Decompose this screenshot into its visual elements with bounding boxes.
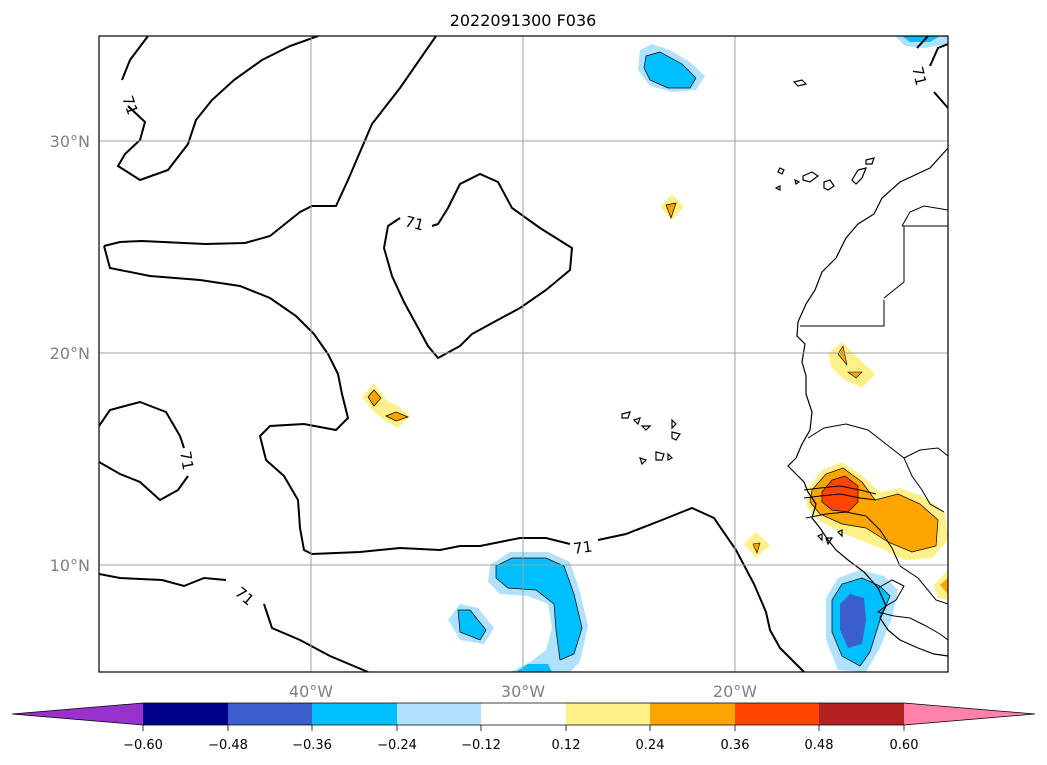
sierra-leone-border xyxy=(876,579,948,641)
positive-anomaly-spot-3 xyxy=(385,411,409,422)
guinea-bissau-border xyxy=(805,511,867,519)
colorbar-bin xyxy=(735,703,819,725)
coastlines xyxy=(621,79,948,657)
lat-label: 10°N xyxy=(50,556,90,575)
africa-coastline xyxy=(787,147,948,657)
colorbar-ticks xyxy=(142,725,905,731)
madeira-island xyxy=(792,79,808,87)
graticule xyxy=(99,36,948,672)
colorbar-over-triangle xyxy=(904,703,1035,725)
bijagos-islands xyxy=(816,529,843,546)
guinea-border xyxy=(865,515,948,605)
north-africa-line xyxy=(901,205,948,227)
lat-label: 30°N xyxy=(50,132,90,151)
negative-anomaly-ne-corner-core xyxy=(902,36,940,42)
colorbar-bin xyxy=(143,703,228,725)
map-frame xyxy=(98,35,949,673)
colorbar: −0.60 −0.48 −0.36 −0.24 −0.12 0.12 0.24 … xyxy=(11,702,1036,753)
positive-anomaly-spot-5-core xyxy=(837,345,863,379)
lat-label: 20°N xyxy=(50,344,90,363)
positive-anomaly-spot-2-core xyxy=(367,389,382,407)
contour-label: 71 xyxy=(572,537,593,557)
lon-label: 40°W xyxy=(289,682,333,701)
colorbar-bin xyxy=(481,703,566,725)
colorbar-tick-labels: −0.60 −0.48 −0.36 −0.24 −0.12 0.12 0.24 … xyxy=(123,738,918,753)
colorbar-tick-label: 0.24 xyxy=(636,738,665,753)
negative-anomaly-small-core xyxy=(457,609,487,641)
contour-line-north xyxy=(103,36,437,247)
colorbar-bin xyxy=(566,703,650,725)
contour-line-south xyxy=(103,245,805,672)
colorbar-tick-label: 0.60 xyxy=(890,738,919,753)
colorbar-tick-label: −0.24 xyxy=(377,738,417,753)
colorbar-tick-label: −0.48 xyxy=(208,738,248,753)
colorbar-bin xyxy=(819,703,904,725)
colorbar-bin xyxy=(397,703,481,725)
shaded-anomalies xyxy=(362,36,948,672)
contour-line-sw xyxy=(99,573,369,672)
canary-islands xyxy=(774,157,875,191)
contour-line-nw xyxy=(116,36,319,182)
lon-label: 20°W xyxy=(713,682,757,701)
negative-anomaly-south-tail xyxy=(516,664,552,672)
positive-anomaly-spot-1-core xyxy=(665,202,677,220)
negative-anomaly-guinea-strong xyxy=(840,594,866,648)
figure-title: 2022091300 F036 xyxy=(450,11,597,30)
colorbar-tick-label: 0.48 xyxy=(805,738,834,753)
positive-anomaly-spot-6-core xyxy=(940,578,948,594)
contour-label: 71 xyxy=(176,450,197,472)
colorbar-bin xyxy=(312,703,397,725)
colorbar-tick-label: −0.60 xyxy=(123,738,163,753)
colorbar-bin xyxy=(228,703,312,725)
country-borders xyxy=(800,205,948,641)
negative-anomaly-south-core xyxy=(495,557,583,661)
negative-anomaly-north-core xyxy=(643,51,697,89)
colorbar-under-triangle xyxy=(12,703,143,725)
mali-border xyxy=(903,457,945,513)
latitude-labels: 30°N 20°N 10°N xyxy=(50,132,90,575)
longitude-labels: 40°W 30°W 20°W xyxy=(289,682,757,701)
contour-label: 71 xyxy=(403,212,426,234)
contour-loop-west xyxy=(99,400,189,502)
map-panel: 71 71 71 71 71 71 30°N 20°N 10°N xyxy=(50,35,949,701)
gambia-border xyxy=(803,485,877,501)
western-sahara-border xyxy=(800,300,885,327)
contour-loop-center xyxy=(382,172,574,360)
lon-label: 30°W xyxy=(501,682,545,701)
algeria-mauritania-border xyxy=(883,226,905,299)
senegal-border xyxy=(807,423,948,459)
contour-lines xyxy=(99,36,948,672)
colorbar-tick-label: −0.36 xyxy=(292,738,332,753)
positive-anomaly-spot-4-core xyxy=(752,542,761,554)
colorbar-bin xyxy=(650,703,735,725)
cape-verde-islands xyxy=(621,411,681,466)
colorbar-tick-label: 0.12 xyxy=(552,738,581,753)
contour-line-ne xyxy=(916,36,948,109)
colorbar-tick-label: −0.12 xyxy=(461,738,501,753)
colorbar-tick-label: 0.36 xyxy=(721,738,750,753)
contour-label: 71 xyxy=(908,65,930,88)
contour-label: 71 xyxy=(118,93,141,117)
